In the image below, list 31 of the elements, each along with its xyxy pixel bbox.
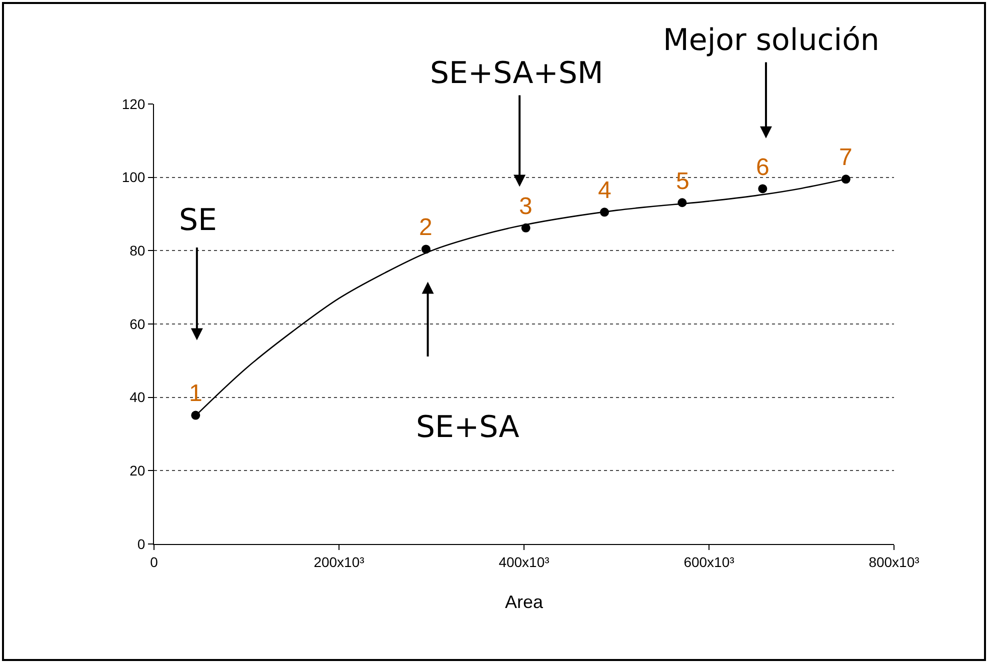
text: Mejor solución	[663, 23, 880, 58]
x-tick-label: 200x10³	[314, 554, 365, 570]
point	[841, 174, 850, 184]
annotation: 5	[676, 168, 690, 195]
y-tick-label: 20	[130, 462, 146, 479]
annotation: SE	[179, 203, 217, 238]
point	[421, 244, 430, 254]
point	[191, 410, 200, 420]
y-tick-label: 100	[122, 169, 146, 186]
annotation: 1	[189, 380, 202, 407]
text: SE+SA+SM	[430, 56, 604, 91]
annotation: 7	[839, 144, 852, 171]
y-tick-label: 60	[130, 316, 146, 332]
y-tick-label: 40	[130, 389, 146, 406]
annotation: 3	[519, 193, 532, 220]
y-tick-label: 0	[137, 536, 146, 552]
annotation: 6	[756, 154, 770, 181]
point	[521, 223, 530, 232]
annotation: SE+SA	[416, 410, 520, 445]
y-tick-label: 80	[130, 242, 146, 259]
annotation: 2	[419, 214, 432, 241]
point	[600, 208, 609, 217]
y-tick-label: 120	[122, 96, 146, 112]
x-tick-label: 0	[150, 554, 158, 570]
point	[678, 198, 687, 208]
x-axis-title: Area	[504, 592, 544, 612]
x-tick-label: 400x10³	[498, 554, 550, 570]
x-tick-label: 600x10³	[684, 554, 735, 570]
x-tick-label: 800x10³	[868, 554, 920, 570]
point	[758, 184, 768, 194]
annotation: 4	[598, 177, 612, 204]
